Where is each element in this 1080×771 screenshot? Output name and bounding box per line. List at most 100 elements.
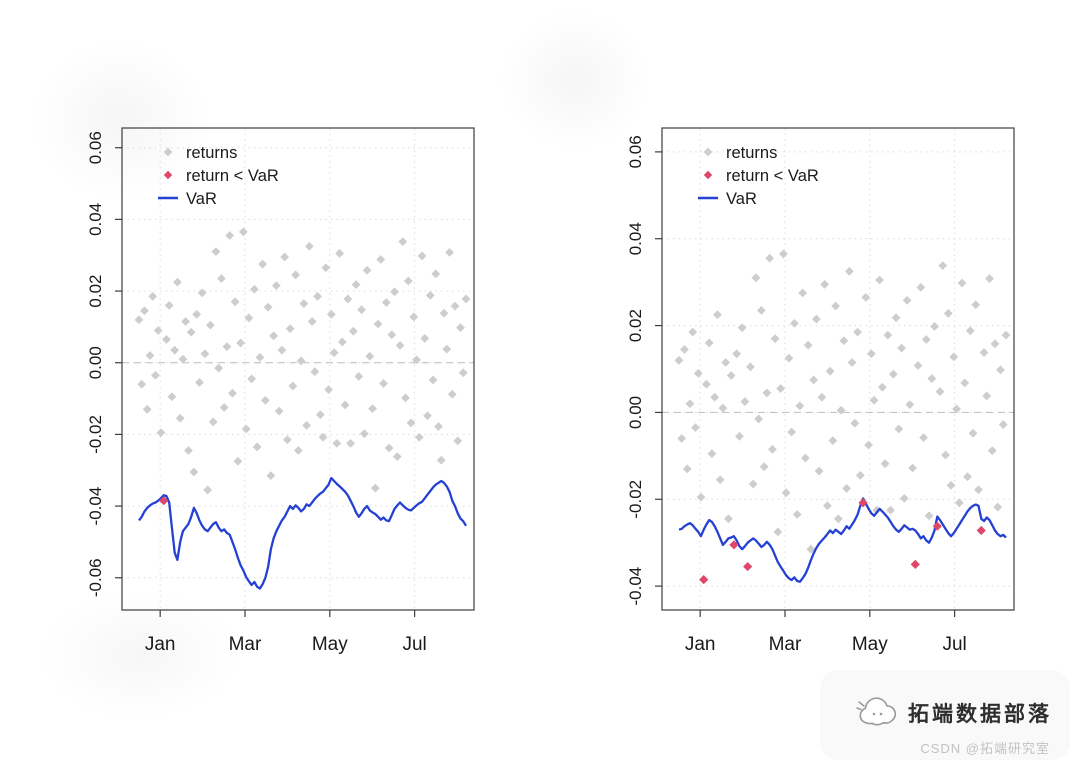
legend-returns-marker <box>703 147 713 157</box>
y-tick-label: -0.02 <box>626 480 645 519</box>
return-point <box>461 294 471 304</box>
return-point <box>899 494 909 503</box>
return-point <box>713 310 722 320</box>
return-point <box>304 241 314 251</box>
legend-returns-marker <box>163 147 173 157</box>
return-point <box>181 317 191 326</box>
return-point <box>280 252 290 262</box>
y-tick-label: -0.04 <box>86 487 105 526</box>
return-point <box>765 253 775 263</box>
y-tick-label: 0.00 <box>626 396 645 429</box>
x-tick-label: Jul <box>402 634 426 655</box>
return-point <box>811 314 821 324</box>
return-point <box>792 510 802 519</box>
return-point <box>401 393 410 403</box>
y-tick-label: 0.02 <box>626 309 645 342</box>
return-point <box>217 274 226 283</box>
return-point <box>789 319 799 328</box>
return-point <box>170 345 180 355</box>
return-point <box>710 392 720 402</box>
return-point <box>458 368 468 378</box>
return-point <box>737 323 747 333</box>
y-tick-label: 0.06 <box>86 131 105 164</box>
return-point <box>258 259 268 269</box>
return-point <box>173 277 182 287</box>
return-point <box>883 330 893 340</box>
return-point <box>759 462 769 472</box>
return-point <box>732 349 742 359</box>
return-point <box>365 351 375 361</box>
return-point <box>192 309 202 319</box>
return-point <box>423 411 432 421</box>
x-tick-label: May <box>852 634 888 655</box>
return-point <box>249 284 259 294</box>
return-point <box>450 301 460 311</box>
return-point <box>236 338 246 348</box>
return-point <box>735 431 744 441</box>
return-point <box>828 436 838 446</box>
exceedance-point <box>743 561 753 572</box>
return-point <box>880 459 890 469</box>
plot-border <box>661 127 1015 611</box>
return-point <box>379 379 388 388</box>
exceedance-point <box>699 575 709 585</box>
legend-label: return < VaR <box>726 167 819 185</box>
return-point <box>726 371 736 380</box>
return-point <box>357 305 366 315</box>
return-point <box>941 450 950 460</box>
return-point <box>746 362 755 372</box>
return-point <box>348 326 358 336</box>
return-point <box>905 400 915 410</box>
y-tick-label: 0.02 <box>86 275 105 308</box>
return-point <box>902 295 912 305</box>
return-point <box>137 379 147 389</box>
y-tick-label: 0.00 <box>86 346 105 379</box>
return-point <box>990 339 1000 349</box>
return-point <box>820 279 830 289</box>
return-point <box>291 270 301 280</box>
return-point <box>773 527 783 537</box>
var-plot-left: Jan Mar May Jul 0.06 0.04 0.02 0.00 -0.02 -0.04 -0… <box>52 62 512 687</box>
return-point <box>326 309 336 319</box>
return-point <box>145 351 155 360</box>
return-point <box>420 333 430 343</box>
return-point <box>318 432 328 442</box>
brand-text: 拓端数据部落 <box>908 703 1052 726</box>
return-point <box>403 276 413 286</box>
return-point <box>417 251 427 261</box>
return-point <box>1001 330 1011 340</box>
return-point <box>453 436 463 446</box>
return-point <box>987 446 997 456</box>
return-point <box>685 399 695 409</box>
return-point <box>985 274 994 284</box>
return-point <box>307 317 317 326</box>
return-point <box>751 273 761 283</box>
tuodan-cloud-logo-icon <box>856 697 897 726</box>
return-point <box>269 331 279 341</box>
return-point <box>140 306 149 316</box>
return-point <box>691 423 700 433</box>
return-point <box>784 353 794 363</box>
return-point <box>693 368 703 378</box>
return-point <box>395 341 405 350</box>
return-point <box>707 449 717 459</box>
return-point <box>406 418 416 428</box>
return-point <box>148 292 158 301</box>
legend-label: returns <box>726 144 777 162</box>
return-point <box>222 342 232 352</box>
return-point <box>282 435 292 445</box>
return-point <box>724 514 733 524</box>
return-point <box>260 395 270 405</box>
return-point <box>392 452 402 462</box>
return-point <box>189 467 199 477</box>
return-point <box>153 326 163 335</box>
return-point <box>337 337 347 347</box>
return-point <box>680 345 689 354</box>
return-point <box>195 378 204 387</box>
return-point <box>368 404 377 413</box>
return-point <box>285 324 295 334</box>
return-point <box>822 501 832 511</box>
return-point <box>376 255 386 264</box>
return-point <box>414 432 424 442</box>
